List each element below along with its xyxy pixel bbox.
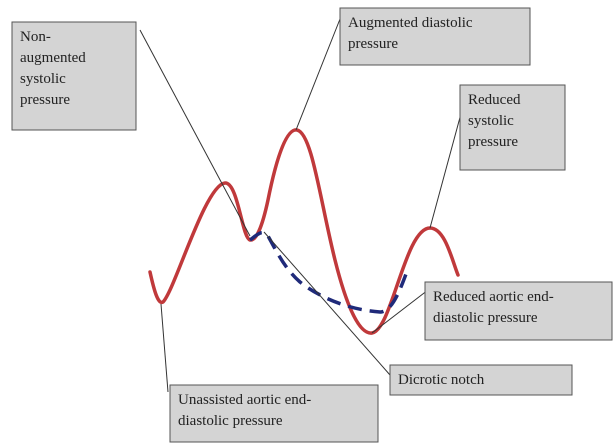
label-text: pressure (20, 92, 70, 108)
label-box (389, 364, 573, 396)
label-text: Reduced (468, 92, 521, 108)
leader-line (139, 29, 251, 237)
label-text: pressure (468, 134, 518, 150)
leader-line (263, 231, 391, 376)
unassisted-pressure-curve (248, 230, 408, 314)
leader-line (429, 109, 463, 229)
label-box (339, 7, 531, 66)
label-text: Unassisted aortic end- (178, 392, 311, 408)
label-text: systolic (468, 113, 514, 129)
augmented-pressure-curve (148, 128, 460, 335)
label-text: augmented (20, 50, 86, 66)
leader-lines (139, 13, 463, 393)
label-text: systolic (20, 71, 66, 87)
label-box (424, 281, 613, 341)
label-text: Dicrotic notch (398, 372, 485, 388)
label-text: diastolic pressure (178, 413, 283, 429)
leader-line (371, 289, 429, 334)
leader-line (160, 303, 169, 393)
label-box (459, 84, 566, 171)
label-text: Augmented diastolic (348, 15, 473, 31)
label-text: Reduced aortic end- (433, 289, 554, 305)
leader-line (295, 13, 343, 131)
label-box (169, 384, 379, 443)
label-text: pressure (348, 36, 398, 52)
label-text: Non- (20, 29, 51, 45)
label-text: diastolic pressure (433, 310, 538, 326)
label-box (11, 21, 137, 131)
